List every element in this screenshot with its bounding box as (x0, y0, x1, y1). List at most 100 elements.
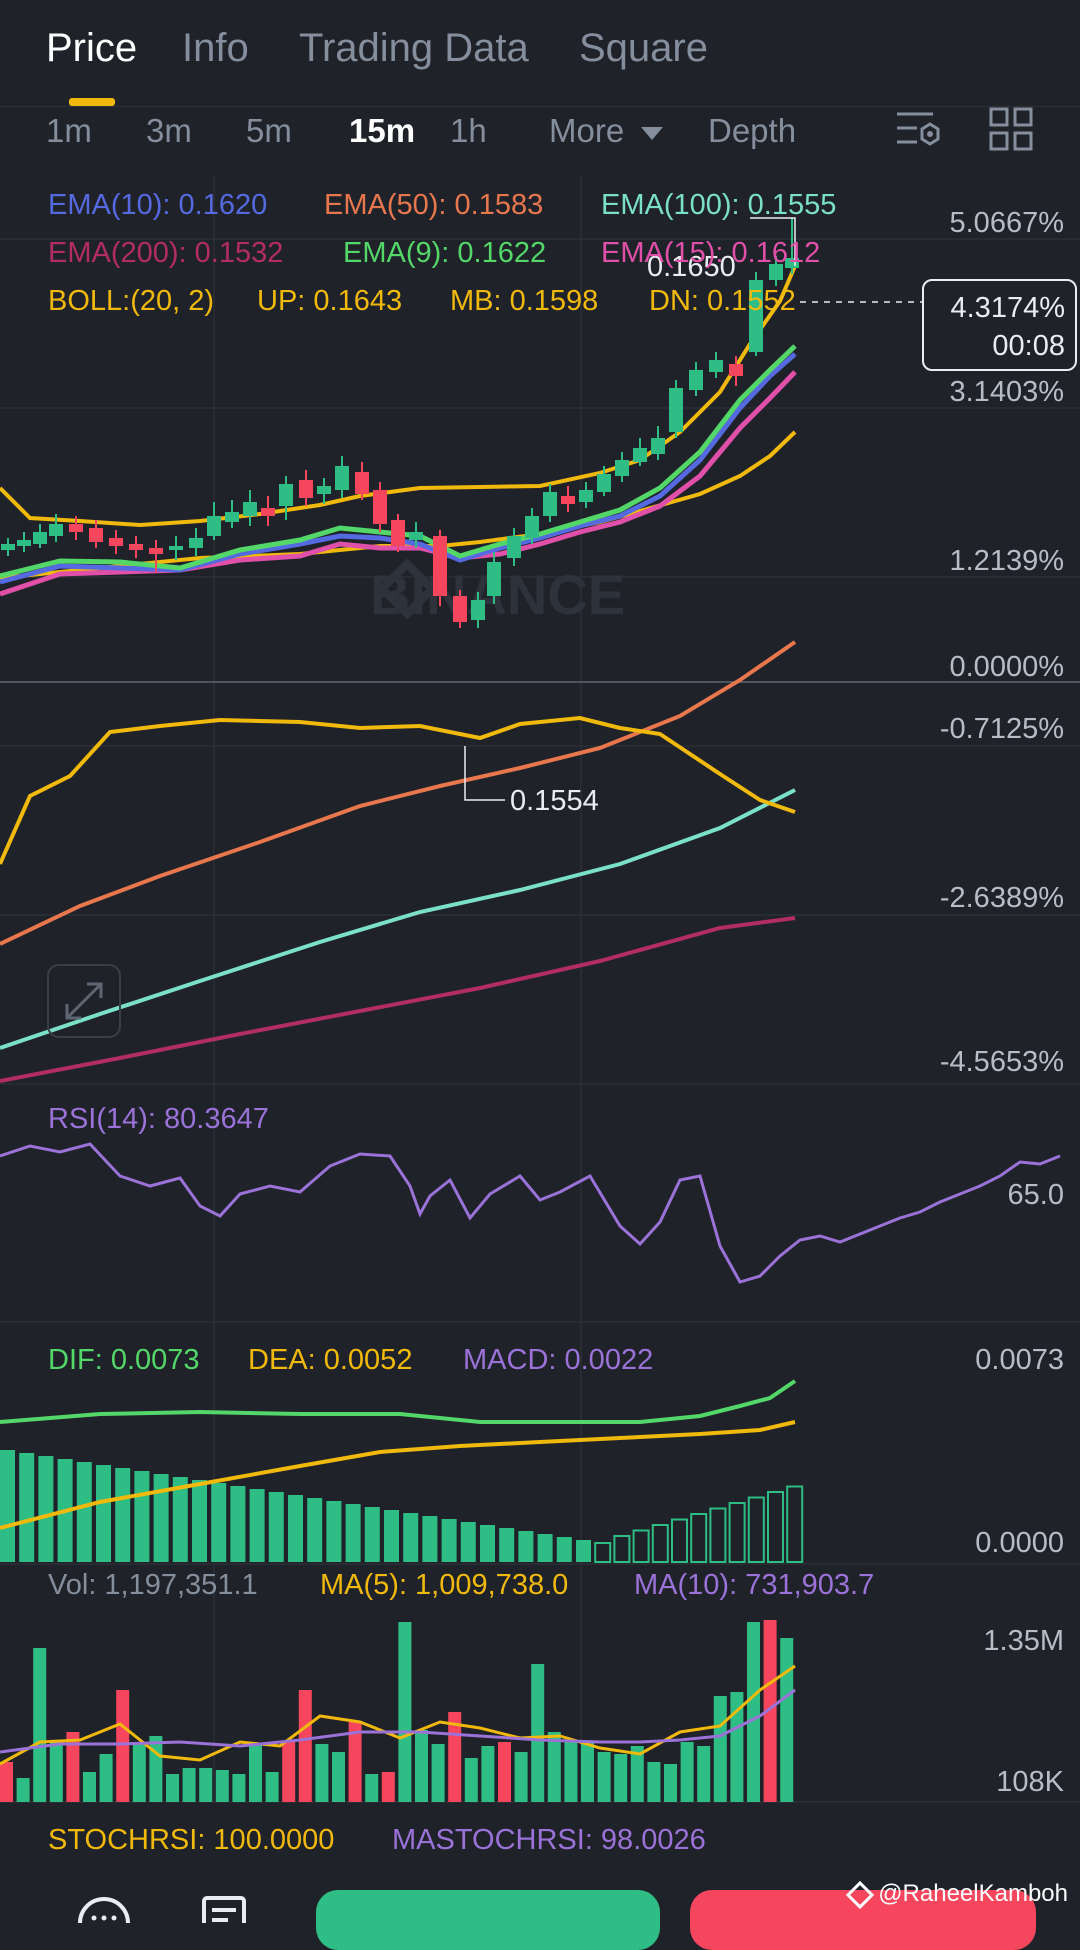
tab-square[interactable]: Square (579, 26, 708, 70)
expand-icon (65, 982, 103, 1020)
buy-button[interactable] (316, 1890, 660, 1950)
ema50-line (0, 640, 797, 946)
volume-bar (481, 1746, 495, 1802)
volume-bar (614, 1754, 628, 1802)
ema9-line (0, 344, 797, 579)
vol-ma10-line (0, 1688, 796, 1754)
ema15-label: EMA(15): 0.1612 (601, 237, 821, 269)
vol-ma5-label: MA(5): 1,009,738.0 (320, 1569, 569, 1601)
mastochrsi-label: MASTOCHRSI: 98.0026 (392, 1824, 706, 1856)
macd-bar (480, 1525, 495, 1562)
candle (355, 462, 369, 500)
chat-icon[interactable] (76, 1896, 132, 1923)
volume-bar (415, 1730, 428, 1802)
candle (453, 590, 467, 628)
volume-bar (747, 1622, 760, 1802)
volume-bar (16, 1778, 30, 1802)
volume-bar (249, 1744, 262, 1802)
volume-bar (763, 1620, 777, 1802)
dea-line (0, 1420, 796, 1530)
candle (543, 484, 557, 522)
interval-3m[interactable]: 3m (146, 112, 192, 149)
boll-lower-line (0, 715, 796, 865)
volume-bar (49, 1742, 63, 1802)
candle (487, 552, 501, 604)
tab-price[interactable]: Price (46, 26, 138, 70)
candlestick-chart[interactable]: BINANCE 0.1650 0.1554 (0, 176, 1080, 1880)
volume-bar (365, 1774, 379, 1802)
volume-bar (713, 1696, 727, 1802)
candle (433, 530, 447, 606)
interval-15m[interactable]: 15m (349, 112, 416, 149)
macd-bar (499, 1528, 515, 1562)
boll-dn-label: DN: 0.1552 (649, 285, 796, 317)
candle (109, 530, 123, 554)
macd-bar (651, 1524, 669, 1563)
tab-trading-data[interactable]: Trading Data (299, 26, 529, 70)
interval-more[interactable]: More (549, 112, 664, 150)
tab-info[interactable]: Info (182, 26, 249, 70)
axis-label-1: 5.0667% (949, 207, 1065, 239)
macd-bar (728, 1502, 746, 1563)
ema200-line (0, 916, 796, 1083)
macd-bar (403, 1513, 419, 1562)
ema10-label: EMA(10): 0.1620 (48, 189, 268, 221)
volume-bar (464, 1758, 478, 1802)
volume-bar (99, 1754, 113, 1802)
depth-button[interactable]: Depth (708, 112, 797, 149)
rsi-line (0, 1142, 1061, 1284)
diamond-logo-icon (846, 1880, 875, 1909)
volume-bar (149, 1736, 163, 1802)
volume-bar (116, 1690, 130, 1802)
volume-bar (680, 1742, 694, 1802)
macd-bar (556, 1537, 572, 1562)
macd-bar (786, 1485, 804, 1563)
volume-bar (780, 1638, 794, 1802)
ema200-label: EMA(200): 0.1532 (48, 237, 284, 269)
candle (689, 362, 703, 396)
orders-icon[interactable] (200, 1896, 248, 1923)
interval-more-label: More (549, 112, 625, 149)
axis-label-7: -4.5653% (939, 1046, 1064, 1078)
candle (785, 218, 799, 274)
volume-bar (315, 1744, 329, 1802)
macd-histogram (0, 1450, 804, 1563)
binance-logo-icon (376, 558, 438, 620)
interval-1h[interactable]: 1h (450, 112, 487, 149)
volume-bar (664, 1764, 677, 1802)
ema100-label: EMA(100): 0.1555 (601, 189, 837, 221)
macd-bar (115, 1468, 131, 1562)
volume-bar (547, 1732, 561, 1802)
volume-bar (597, 1752, 611, 1802)
candle (89, 520, 103, 548)
chart-settings-icon[interactable] (893, 106, 943, 156)
volume-bar (531, 1664, 545, 1802)
candle (33, 524, 47, 548)
candle (669, 380, 683, 438)
low-price-label: 0.1554 (510, 785, 599, 817)
high-price-label: 0.1650 (647, 251, 736, 283)
macd-bar (38, 1456, 54, 1562)
ema9-label: EMA(9): 0.1622 (343, 237, 547, 269)
current-price-badge: 4.3174% 00:08 (922, 279, 1077, 371)
ema100-line (0, 788, 796, 1050)
candle-countdown: 00:08 (992, 330, 1065, 362)
dif-label: DIF: 0.0073 (48, 1344, 200, 1376)
expand-chart-button[interactable] (47, 964, 121, 1038)
interval-5m[interactable]: 5m (246, 112, 292, 149)
volume-bar (166, 1774, 179, 1802)
macd-bar (268, 1492, 284, 1562)
volume-bar (730, 1692, 744, 1802)
volume-bar (66, 1732, 80, 1802)
macd-bar (96, 1465, 111, 1562)
macd-bar (613, 1535, 631, 1563)
interval-1m[interactable]: 1m (46, 112, 92, 149)
macd-bar (192, 1480, 207, 1562)
volume-bar (298, 1690, 312, 1802)
macd-bar (767, 1491, 784, 1563)
axis-label-3: 1.2139% (949, 545, 1065, 577)
grid-layout-icon[interactable] (988, 106, 1034, 152)
candle (615, 452, 629, 482)
candle (507, 528, 521, 566)
macd-bar (709, 1507, 727, 1563)
